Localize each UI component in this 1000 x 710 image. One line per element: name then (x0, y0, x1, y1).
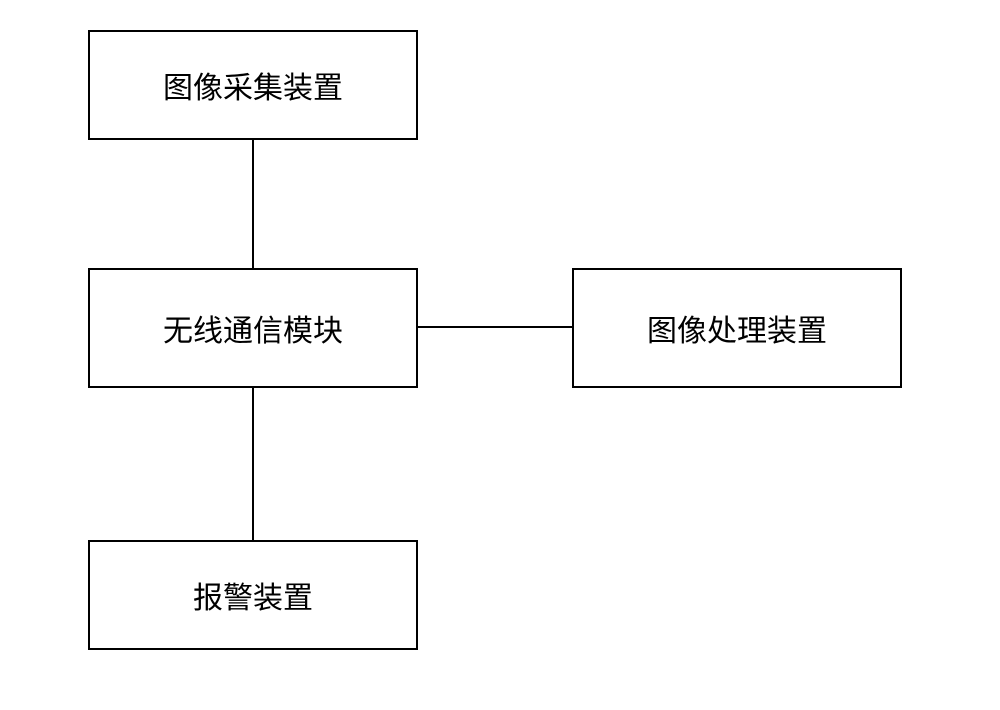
diagram-canvas: 图像采集装置 无线通信模块 图像处理装置 报警装置 (0, 0, 1000, 710)
node-alarm: 报警装置 (88, 540, 418, 650)
node-label: 无线通信模块 (163, 306, 343, 350)
node-wireless-comm: 无线通信模块 (88, 268, 418, 388)
node-label: 图像处理装置 (647, 306, 827, 350)
node-image-processing: 图像处理装置 (572, 268, 902, 388)
edge-wireless-to-proc (418, 326, 572, 328)
node-image-acquisition: 图像采集装置 (88, 30, 418, 140)
edge-wireless-to-alarm (252, 388, 254, 540)
edge-acq-to-wireless (252, 140, 254, 268)
node-label: 图像采集装置 (163, 63, 343, 107)
node-label: 报警装置 (193, 573, 313, 617)
